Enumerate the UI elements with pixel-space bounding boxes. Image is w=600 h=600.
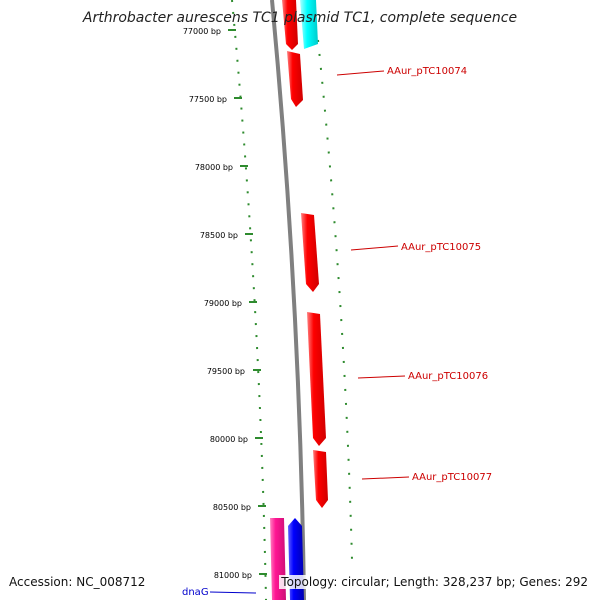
ruler-label: 80500 bp — [213, 503, 251, 512]
ruler-label: 79000 bp — [204, 299, 242, 308]
leader-aaur-ptc10076 — [357, 375, 406, 379]
inner-dotted-track — [231, 0, 267, 600]
ruler-tick — [253, 369, 261, 371]
gene-aaur-ptc10076 — [307, 312, 326, 446]
ruler-tick — [245, 233, 253, 235]
leader-aaur-ptc10075 — [350, 245, 399, 251]
backbone-circle-arc — [270, 0, 306, 600]
ruler: 77000 bp 77500 bp 78000 bp 78500 bp 7900… — [183, 27, 267, 580]
ruler-tick — [240, 165, 248, 167]
outer-dotted-track — [317, 39, 353, 561]
gene-label-aaur-ptc10077: AAur_pTC10077 — [412, 472, 492, 483]
topology-text: Topology: circular; Length: 328,237 bp; … — [279, 575, 590, 589]
ruler-tick — [258, 505, 266, 507]
gene-aaur-ptc10077 — [313, 450, 328, 508]
gene-label-aaur-ptc10075: AAur_pTC10075 — [401, 242, 481, 253]
ruler-label: 77000 bp — [183, 27, 221, 36]
ruler-tick — [228, 29, 236, 31]
ruler-label: 80000 bp — [210, 435, 248, 444]
gene-label-aaur-ptc10076: AAur_pTC10076 — [408, 371, 488, 382]
accession-text: Accession: NC_008712 — [9, 575, 146, 589]
ruler-label: 79500 bp — [207, 367, 245, 376]
ruler-label: 81000 bp — [214, 571, 252, 580]
ruler-label: 78500 bp — [200, 231, 238, 240]
map-title: Arthrobacter aurescens TC1 plasmid TC1, … — [82, 10, 518, 26]
ruler-tick — [234, 97, 242, 99]
gene-aaur-ptc10075 — [301, 213, 319, 292]
leader-aaur-ptc10077 — [361, 476, 410, 480]
gene-red-top — [282, 0, 298, 50]
gene-label-dnag: dnaG — [182, 587, 209, 598]
gene-aaur-ptc10074 — [287, 51, 303, 107]
leader-aaur-ptc10074 — [336, 70, 385, 76]
ruler-tick — [249, 301, 257, 303]
ruler-tick — [255, 437, 263, 439]
ruler-tick — [259, 573, 267, 575]
gene-cyan-top — [300, 0, 318, 49]
ruler-label: 78000 bp — [195, 163, 233, 172]
leader-dnag — [209, 591, 257, 594]
gene-label-aaur-ptc10074: AAur_pTC10074 — [387, 66, 467, 77]
ruler-label: 77500 bp — [189, 95, 227, 104]
